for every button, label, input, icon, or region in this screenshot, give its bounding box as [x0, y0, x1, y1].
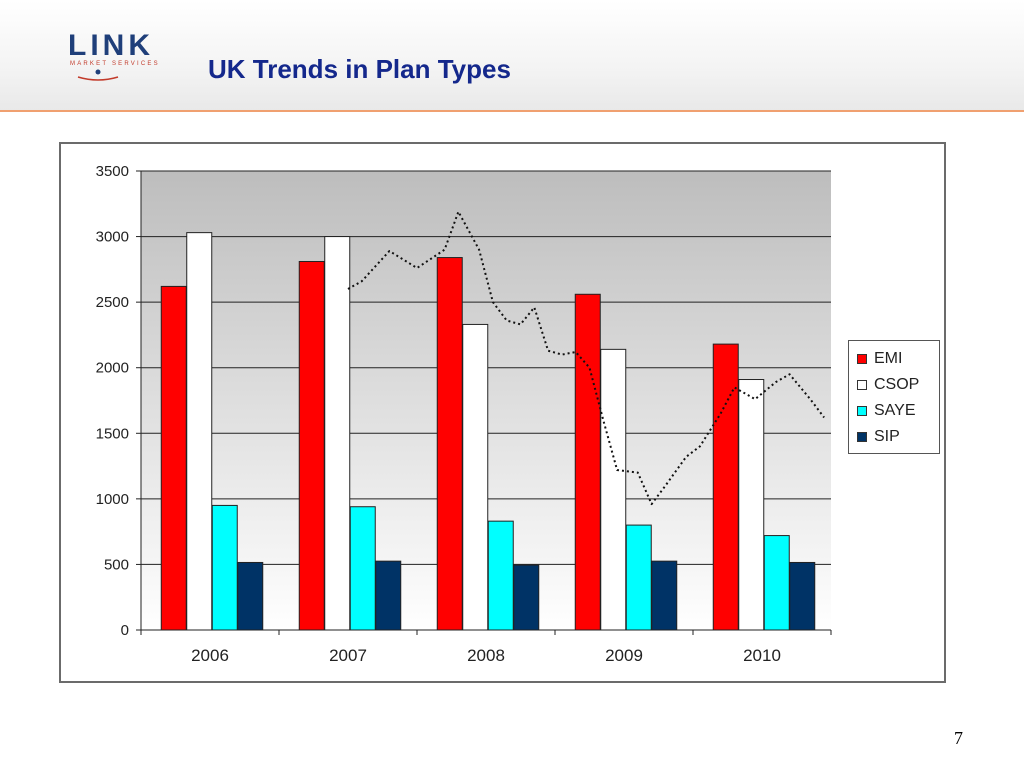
- y-tick-label: 2500: [96, 294, 129, 311]
- chart-frame: 0 500 1000 1500 2000 2500 3000 3500 2006 2007 2008…: [59, 142, 946, 683]
- y-tick-label: 0: [121, 622, 129, 639]
- y-tick-label: 1000: [96, 491, 129, 508]
- legend-item-emi: EMI: [857, 346, 939, 372]
- logo-subtitle: MARKET SERVICES: [70, 61, 160, 67]
- bar-saye-2007: [349, 506, 376, 631]
- legend-item-csop: CSOP: [857, 372, 939, 398]
- x-tick-label: 2010: [743, 646, 781, 665]
- y-tick-label: 3500: [96, 163, 129, 180]
- bar-emi-2009: [574, 293, 601, 631]
- chart-legend: EMI CSOP SAYE SIP: [848, 340, 940, 454]
- bar-sip-2007: [375, 560, 402, 631]
- legend-label: CSOP: [874, 376, 920, 393]
- bar-emi-2006: [160, 285, 187, 631]
- x-tick-label: 2007: [329, 646, 367, 665]
- bar-emi-2007: [298, 260, 325, 631]
- logo-text: LINK: [68, 29, 154, 62]
- x-tick-label: 2006: [191, 646, 229, 665]
- legend-swatch: [857, 432, 867, 442]
- legend-label: EMI: [874, 350, 903, 367]
- bar-sip-2009: [651, 560, 678, 631]
- legend-swatch: [857, 380, 867, 390]
- bar-emi-2010: [712, 343, 739, 631]
- legend-item-saye: SAYE: [857, 398, 939, 424]
- y-tick-label: 3000: [96, 229, 129, 246]
- bar-sip-2010: [789, 561, 816, 631]
- legend-label: SIP: [874, 428, 900, 445]
- y-tick-label: 1500: [96, 425, 129, 442]
- y-tick-label: 2000: [96, 360, 129, 377]
- bar-emi-2008: [436, 257, 463, 631]
- bar-csop-2007: [324, 236, 351, 631]
- bar-csop-2008: [462, 323, 489, 631]
- slide-title: UK Trends in Plan Types: [208, 54, 511, 84]
- x-tick-label: 2009: [605, 646, 643, 665]
- x-tick-label: 2008: [467, 646, 505, 665]
- bar-sip-2008: [513, 564, 540, 631]
- bar-sip-2006: [237, 561, 264, 631]
- page-number: 7: [954, 728, 963, 748]
- bar-saye-2006: [211, 504, 238, 631]
- bar-saye-2008: [487, 520, 514, 631]
- y-tick-label: 500: [104, 556, 129, 573]
- legend-swatch: [857, 354, 867, 364]
- bar-saye-2009: [625, 524, 652, 631]
- bar-csop-2009: [600, 348, 627, 631]
- legend-label: SAYE: [874, 402, 916, 419]
- bar-chart: 0 500 1000 1500 2000 2500 3000 3500 2006 2007 2008…: [96, 163, 832, 665]
- bar-saye-2010: [763, 535, 790, 631]
- legend-item-sip: SIP: [857, 424, 939, 450]
- link-logo: LINK MARKET SERVICES: [68, 30, 168, 86]
- bar-csop-2010: [738, 379, 765, 631]
- legend-swatch: [857, 406, 867, 416]
- slide-header: LINK MARKET SERVICES UK Trends in Plan T…: [0, 0, 1024, 112]
- logo-swoosh-icon: [77, 69, 119, 81]
- bar-csop-2006: [186, 232, 213, 631]
